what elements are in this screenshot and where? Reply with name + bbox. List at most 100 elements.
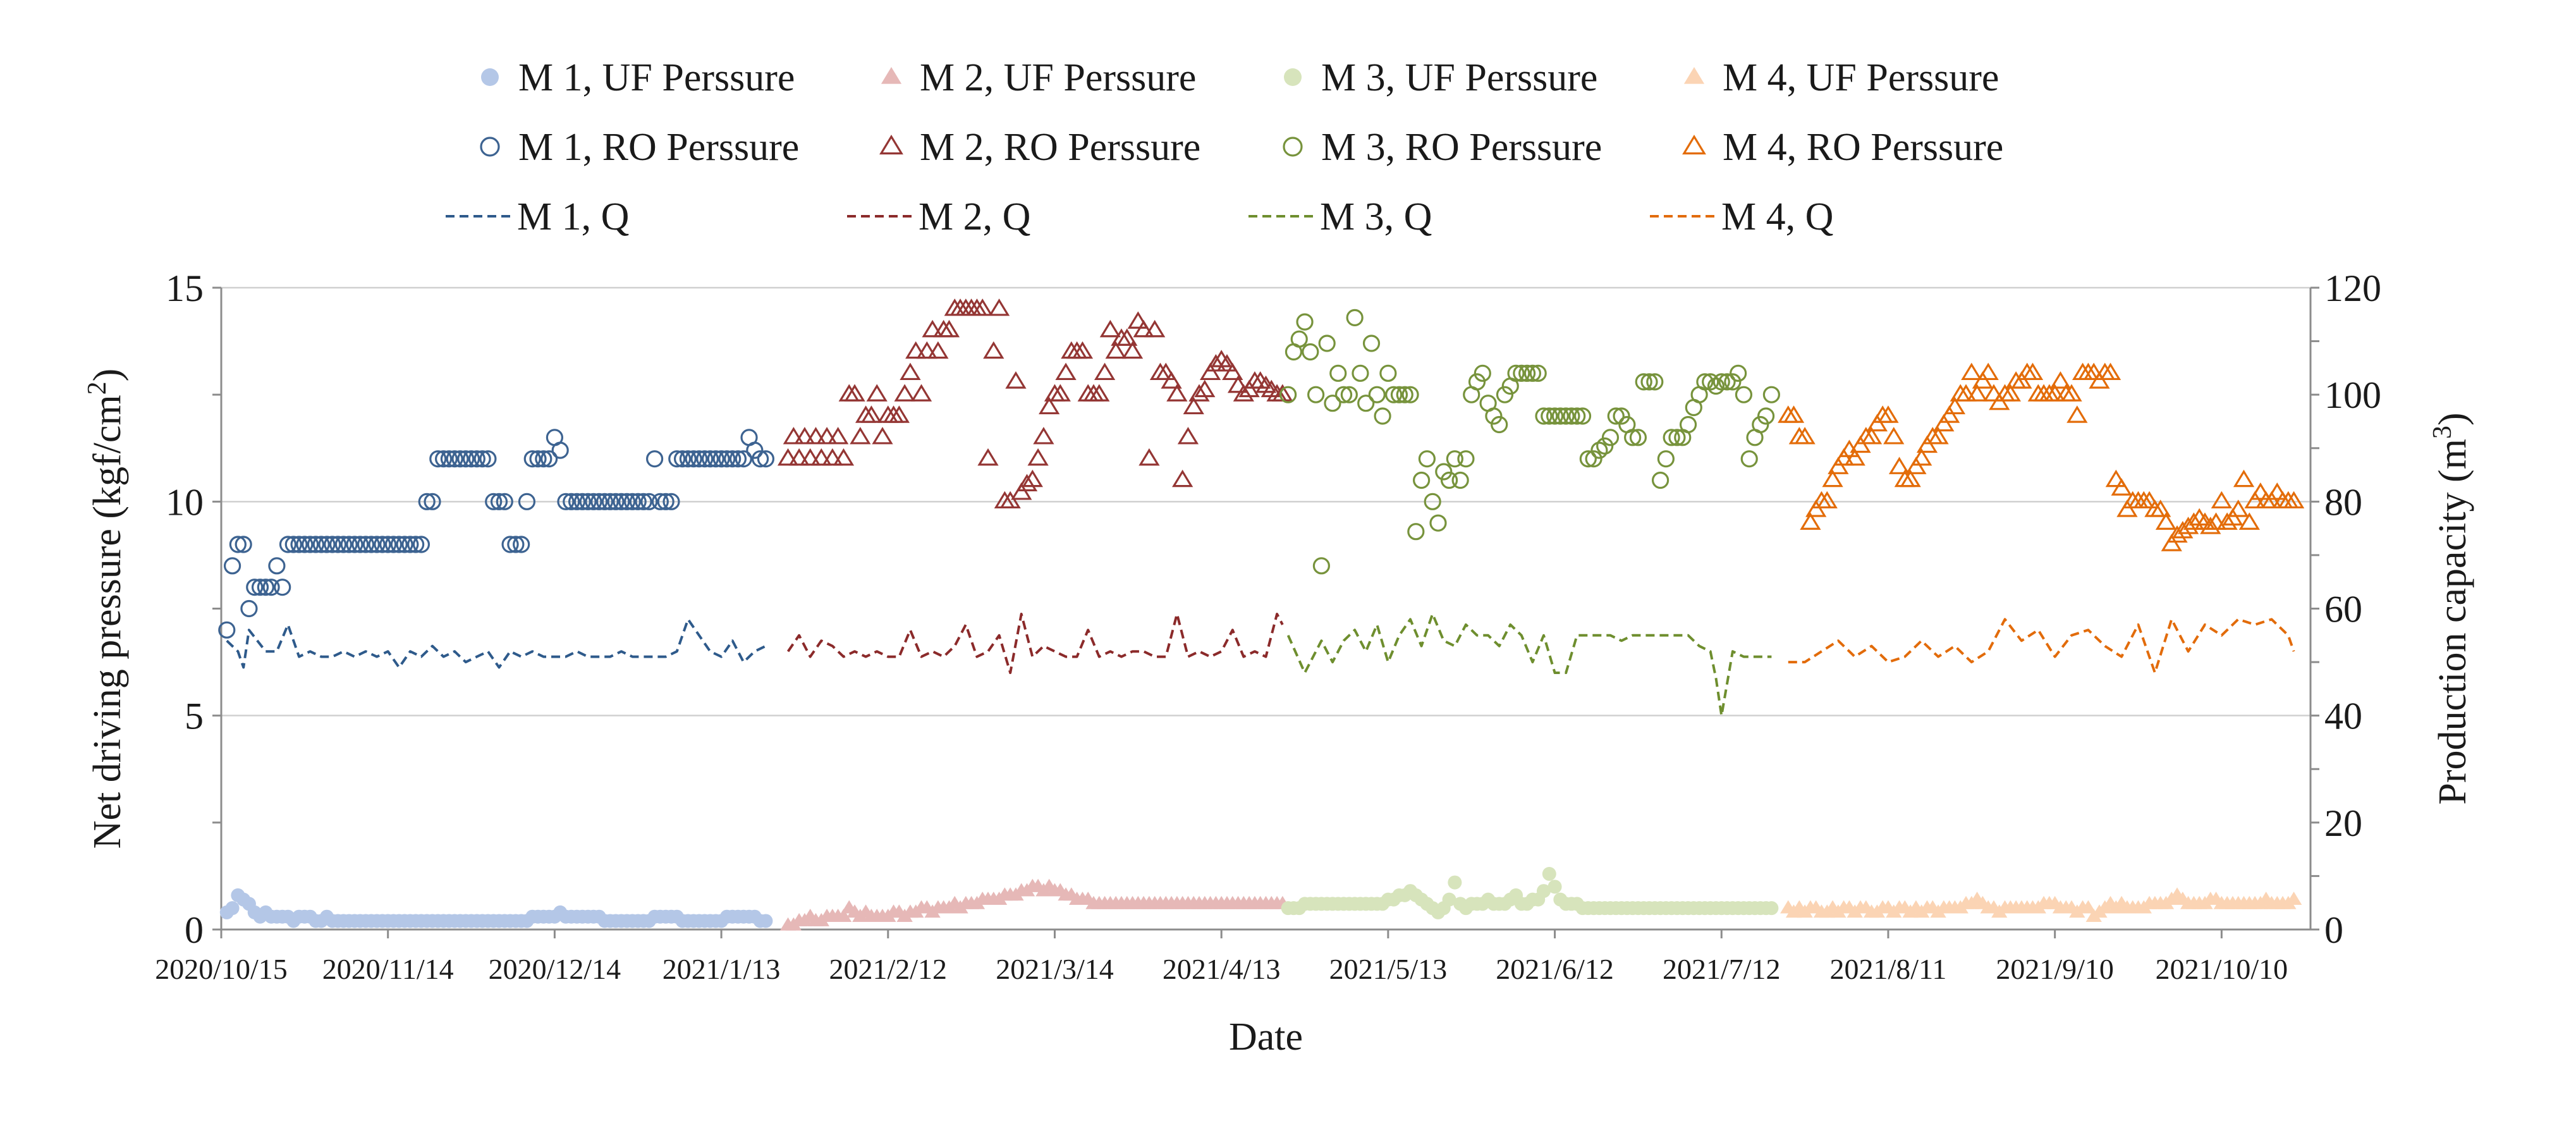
data-point — [629, 493, 647, 510]
data-point — [2155, 512, 2177, 530]
legend-item: M 4, RO Perssure — [1682, 126, 2003, 169]
data-point — [2222, 508, 2243, 526]
data-point — [618, 493, 636, 510]
legend-item: M 1, Q — [446, 195, 629, 238]
data-point — [2022, 362, 2044, 381]
data-point — [1188, 384, 1210, 402]
data-point — [279, 536, 297, 553]
data-point — [805, 427, 827, 445]
data-point — [1877, 405, 1899, 423]
x-tick-label: 2021/5/13 — [1329, 953, 1448, 985]
data-point — [1429, 514, 1447, 532]
data-point — [1972, 371, 1994, 389]
data-point — [1977, 362, 1999, 381]
data-point — [900, 362, 921, 381]
legend: M 1, UF Perssure M 2, UF Perssure M 3, UF … — [446, 56, 2003, 238]
data-point — [1752, 415, 1769, 434]
data-point — [651, 493, 669, 510]
data-point — [1227, 375, 1249, 393]
data-point — [1033, 427, 1054, 445]
data-point — [1089, 384, 1110, 402]
data-point — [1424, 493, 1441, 510]
data-point — [1011, 482, 1032, 500]
data-point — [1696, 373, 1714, 391]
data-point — [1707, 377, 1725, 395]
data-point — [1718, 373, 1736, 391]
data-point — [229, 536, 247, 553]
data-point — [2150, 500, 2171, 517]
data-point — [334, 536, 352, 553]
data-point — [927, 341, 949, 359]
y2-tick-label: 20 — [2324, 802, 2362, 844]
legend-label: M 4, RO Perssure — [1723, 126, 2003, 169]
data-point — [274, 579, 291, 596]
data-point — [1071, 341, 1094, 359]
data-point — [1557, 407, 1575, 425]
x-tick-label: 2021/8/11 — [1830, 953, 1947, 985]
data-point — [1547, 880, 1562, 894]
data-point — [307, 536, 325, 553]
data-point — [2211, 491, 2233, 509]
data-point — [329, 536, 347, 553]
y2-tick-label: 60 — [2324, 589, 2362, 630]
data-point — [479, 450, 497, 468]
data-point — [1724, 373, 1742, 391]
data-point — [844, 384, 865, 402]
data-point — [1551, 407, 1569, 425]
data-point — [262, 579, 280, 596]
data-point — [601, 493, 619, 510]
data-point — [457, 450, 475, 468]
data-point — [1199, 362, 1221, 381]
data-point — [1888, 457, 1910, 474]
data-point — [1607, 407, 1625, 425]
data-point — [1296, 313, 1314, 331]
data-point — [1496, 386, 1514, 403]
data-point — [810, 448, 832, 466]
data-point — [396, 536, 413, 553]
data-point — [718, 450, 736, 468]
legend-item: M 4, UF Perssure — [1683, 56, 1999, 99]
legend-label: M 1, RO Perssure — [518, 126, 799, 169]
data-point — [1318, 334, 1336, 352]
data-point — [759, 914, 773, 928]
data-point — [746, 441, 764, 459]
data-point — [535, 450, 552, 468]
data-point — [573, 493, 591, 510]
data-point — [1491, 415, 1508, 434]
data-point — [866, 384, 888, 402]
legend-label: M 3, UF Perssure — [1321, 56, 1597, 99]
data-point — [540, 450, 558, 468]
data-point — [1379, 364, 1397, 382]
data-point — [2266, 482, 2288, 500]
data-point — [1900, 469, 1921, 488]
data-point — [2083, 362, 2104, 381]
data-point — [1844, 448, 1865, 466]
data-point — [1866, 414, 1888, 432]
legend-item: M 3, Q — [1248, 195, 1432, 238]
series-m4_ro — [1778, 362, 2305, 551]
data-point — [2183, 512, 2205, 530]
data-point — [1860, 427, 1883, 445]
y-tick-label: 0 — [185, 909, 204, 951]
data-point — [1039, 396, 1060, 415]
data-point — [1418, 450, 1436, 468]
data-point — [2228, 500, 2249, 517]
data-point — [1523, 364, 1542, 382]
data-point — [429, 450, 447, 468]
series-line — [226, 618, 767, 669]
data-point — [1740, 450, 1758, 468]
data-point — [1999, 384, 2021, 402]
data-point — [1138, 448, 1160, 466]
data-point — [324, 536, 341, 553]
data-point — [1955, 384, 1977, 402]
data-point — [357, 536, 375, 553]
data-point — [1542, 867, 1556, 881]
data-point — [1989, 392, 2010, 410]
data-point — [1457, 450, 1475, 468]
data-point — [1613, 407, 1630, 425]
data-point — [685, 450, 702, 468]
data-point — [490, 493, 508, 510]
data-point — [1541, 407, 1558, 425]
legend-item: M 3, UF Perssure — [1284, 56, 1597, 99]
legend-swatch — [1284, 68, 1302, 86]
